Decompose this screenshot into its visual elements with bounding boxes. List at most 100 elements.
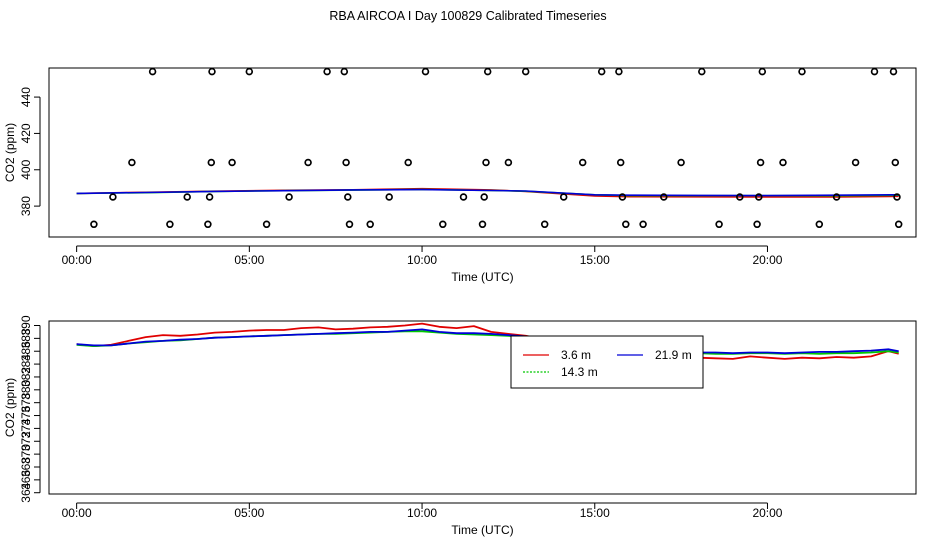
- data-point: [90, 220, 98, 229]
- x-axis-label: Time (UTC): [451, 523, 513, 537]
- y-tick-label: 384: [19, 354, 33, 374]
- y-tick-label: 374: [19, 418, 33, 438]
- x-tick-label: 05:00: [234, 253, 264, 267]
- data-point: [342, 158, 350, 167]
- data-point: [698, 67, 706, 76]
- series-line-3-6-m: [76, 322, 899, 360]
- data-point: [889, 67, 898, 76]
- data-point: [504, 158, 513, 167]
- y-tick-label: 390: [19, 315, 33, 335]
- y-axis-label: CO2 (ppm): [3, 378, 17, 437]
- legend: 3.6 m 14.3 m 21.9 m: [510, 335, 704, 389]
- data-point: [483, 67, 492, 76]
- data-point: [345, 220, 354, 229]
- data-point: [109, 193, 117, 201]
- data-point: [204, 220, 212, 229]
- data-point: [208, 67, 216, 76]
- data-point: [404, 158, 412, 167]
- data-point: [622, 220, 630, 229]
- legend-label: 14.3 m: [561, 365, 598, 379]
- data-point: [753, 220, 761, 229]
- y-tick-label: 370: [19, 444, 33, 464]
- legend-label: 21.9 m: [655, 348, 692, 362]
- data-point: [736, 193, 744, 201]
- y-tick-label: 372: [19, 431, 33, 451]
- x-tick-label: 20:00: [752, 253, 782, 267]
- data-point: [304, 158, 312, 167]
- data-point: [207, 158, 216, 167]
- data-point: [798, 67, 806, 76]
- data-point: [245, 67, 254, 76]
- y-tick-label: 382: [19, 367, 33, 387]
- data-point: [618, 193, 627, 201]
- y-tick-label: 380: [19, 196, 33, 216]
- data-point: [340, 67, 349, 76]
- data-point: [366, 220, 374, 229]
- data-point: [639, 220, 647, 229]
- y-axis-label: CO2 (ppm): [3, 123, 17, 182]
- data-point: [578, 158, 587, 167]
- data-point: [870, 67, 879, 76]
- data-point: [758, 67, 767, 76]
- x-axis-label: Time (UTC): [451, 270, 513, 284]
- y-tick-label: 380: [19, 379, 33, 399]
- data-point: [891, 158, 900, 167]
- x-tick-label: 15:00: [580, 253, 610, 267]
- x-tick-label: 10:00: [407, 506, 437, 520]
- data-point: [439, 220, 447, 229]
- series-line-21-9-m: [76, 328, 899, 355]
- data-point: [459, 193, 468, 201]
- data-point: [205, 193, 214, 201]
- series-line-21-9-m: [76, 188, 899, 197]
- y-tick-label: 400: [19, 159, 33, 179]
- data-point: [815, 220, 824, 229]
- data-point: [540, 220, 549, 229]
- data-point: [597, 67, 606, 76]
- x-tick-label: 20:00: [752, 506, 782, 520]
- data-point: [262, 220, 271, 229]
- data-point: [894, 220, 903, 229]
- data-point: [482, 158, 490, 167]
- data-point: [559, 193, 568, 201]
- figure-title: RBA AIRCOA I Day 100829 Calibrated Times…: [329, 9, 607, 23]
- data-point: [421, 67, 430, 76]
- data-point: [128, 158, 136, 167]
- y-tick-label: 386: [19, 341, 33, 361]
- x-tick-label: 10:00: [407, 253, 437, 267]
- x-tick-label: 00:00: [62, 253, 92, 267]
- data-point: [344, 193, 352, 201]
- top-panel-scatter: 00:00 05:00 10:00 15:00 20:00 Time (UTC) 380 40…: [3, 67, 917, 284]
- data-point: [480, 193, 488, 201]
- data-point: [893, 193, 901, 201]
- data-point: [183, 193, 191, 201]
- y-tick-label: 378: [19, 392, 33, 412]
- data-point: [166, 220, 174, 229]
- y-tick-label: 368: [19, 457, 33, 477]
- data-point: [677, 158, 685, 167]
- plot-frame: [48, 320, 917, 495]
- legend-label: 3.6 m: [561, 348, 591, 362]
- legend-box: [510, 335, 704, 389]
- plot-frame: [48, 67, 917, 238]
- data-point: [228, 158, 236, 167]
- x-tick-label: 15:00: [580, 506, 610, 520]
- y-tick-label: 420: [19, 123, 33, 143]
- y-tick-label: 366: [19, 470, 33, 490]
- data-point: [616, 158, 625, 167]
- data-point: [832, 193, 841, 201]
- data-point: [715, 220, 723, 229]
- data-point: [323, 67, 331, 76]
- data-point: [851, 158, 860, 167]
- data-point: [521, 67, 530, 76]
- data-point: [660, 193, 668, 201]
- data-point: [148, 67, 157, 76]
- y-tick-label: 376: [19, 405, 33, 425]
- y-tick-label: 440: [19, 87, 33, 107]
- y-tick-label: 364: [19, 482, 33, 502]
- data-point: [478, 220, 487, 229]
- data-point: [615, 67, 623, 76]
- x-tick-label: 00:00: [62, 506, 92, 520]
- data-point: [285, 193, 293, 201]
- data-point: [756, 158, 765, 167]
